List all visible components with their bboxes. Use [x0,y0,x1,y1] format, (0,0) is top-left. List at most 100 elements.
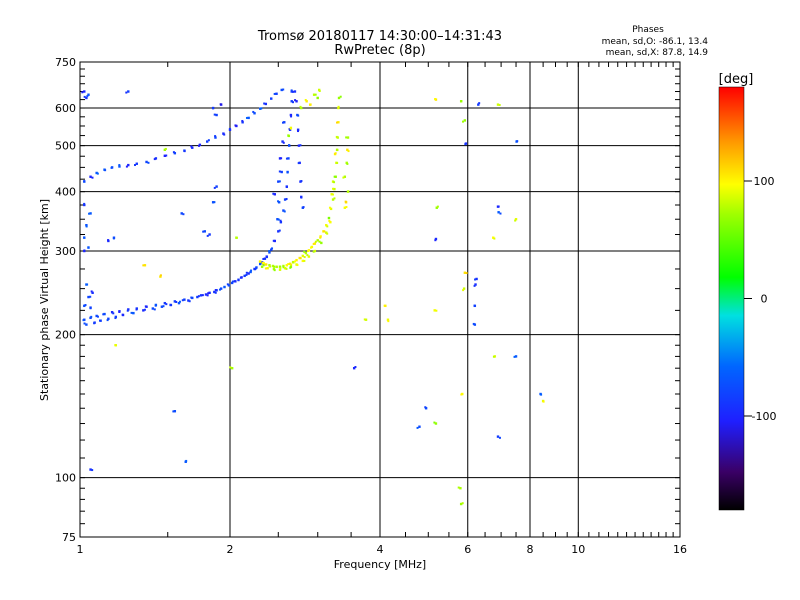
data-point [282,121,285,124]
phase-stat-x: mean, sd,X: 87.8, 14.9 [606,48,709,58]
data-point [301,254,305,258]
data-point [110,311,114,314]
colorbar-ticks: 100 0 -100 [744,175,776,423]
data-point [264,267,267,270]
data-point [290,90,293,93]
data-point [202,230,205,233]
data-point [297,144,301,147]
data-point [320,241,323,245]
data-point [387,320,390,323]
colorbar-label: [deg] [719,72,754,87]
data-point [275,92,278,95]
y-tick-label: 200 [55,329,76,342]
data-point [344,200,347,203]
data-point [288,135,291,138]
data-point [90,315,93,318]
data-point [183,298,186,301]
data-point [214,136,217,139]
data-point [347,150,350,153]
data-point [207,139,210,142]
data-point [337,105,340,108]
data-point [254,268,257,271]
data-point [241,119,244,122]
data-point [292,101,295,104]
data-point [295,100,298,103]
data-point [299,144,302,147]
data-point [310,246,313,249]
data-point [329,220,332,224]
data-point [229,366,232,369]
data-point [434,98,437,101]
data-point [286,171,289,174]
data-point [268,250,271,253]
data-point [154,304,157,307]
data-point [83,203,86,207]
data-point [278,268,282,271]
data-point [327,217,330,220]
data-point [143,264,147,267]
data-point [125,165,128,168]
data-point [498,436,501,439]
data-point [230,281,234,285]
data-point [383,304,386,307]
y-tick-label: 75 [62,531,76,544]
data-point [333,181,336,184]
data-point [83,322,86,325]
x-tick-label: 1 [77,543,84,556]
y-tick-label: 750 [55,56,76,69]
data-point [477,103,480,106]
data-point [312,250,315,253]
x-axis-label: Frequency [MHz] [334,558,426,571]
data-point [345,206,348,209]
data-point [316,239,319,242]
data-point [473,304,476,307]
data-point [300,106,303,110]
data-point [250,269,253,272]
data-point [342,176,345,179]
data-point [280,157,283,160]
data-point [183,150,186,153]
data-point [271,264,275,268]
data-point [283,267,287,270]
data-point [474,283,477,286]
data-point [190,296,193,299]
data-point [492,236,495,239]
data-point [88,212,91,215]
data-point [304,251,308,255]
data-point [127,308,130,311]
data-point [493,237,496,240]
phase-stat-o: mean, sd,O: -86.1, 13.4 [602,37,709,47]
data-point [90,290,93,293]
data-point [540,393,543,396]
data-point [478,102,481,105]
data-point [434,422,438,425]
data-point [434,237,438,241]
data-point [247,272,250,275]
data-point [253,112,256,115]
data-point [213,201,216,204]
data-point [277,230,280,233]
data-point [460,393,463,396]
data-point [206,234,209,237]
data-point [173,300,177,303]
data-point [215,185,218,188]
data-point [114,317,117,320]
data-point [300,196,303,199]
data-point [297,130,300,133]
data-point [226,283,229,286]
data-point [190,145,193,148]
data-point [516,140,519,143]
data-point [285,157,288,160]
data-point [268,264,271,267]
data-point [107,317,110,320]
colorbar-tick-label: 100 [754,175,775,188]
data-point [463,271,467,274]
data-point [283,121,286,124]
data-point [268,251,271,254]
data-point [265,263,268,266]
data-point [205,140,209,143]
data-point [235,236,238,239]
data-point [273,269,276,272]
data-point [474,278,477,281]
data-point [237,279,240,282]
